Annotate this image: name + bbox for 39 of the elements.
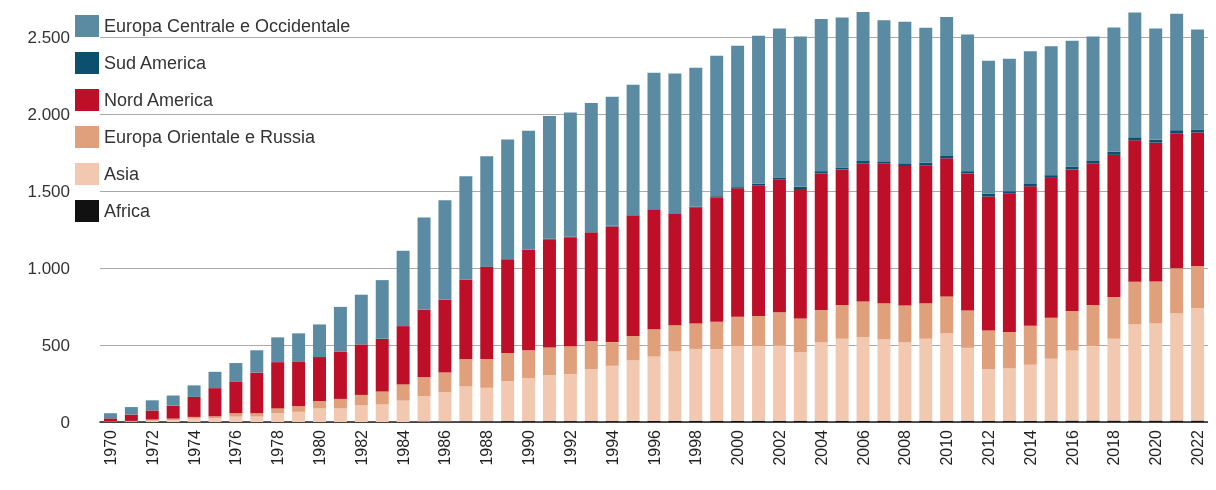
x-tick-label: 1986 <box>436 429 454 466</box>
x-tick-label: 2014 <box>1021 429 1039 466</box>
x-tick-label: 1982 <box>352 429 370 466</box>
x-tick-label: 1992 <box>561 429 579 466</box>
x-tick-label: 1978 <box>269 429 287 466</box>
y-tick-label: 2.500 <box>27 27 70 47</box>
y-tick-label: 0 <box>60 412 70 432</box>
x-tick-label: 1974 <box>185 429 203 466</box>
x-tick-label: 1988 <box>478 429 496 466</box>
x-tick-label: 1984 <box>394 429 412 466</box>
x-tick-label: 2022 <box>1189 429 1207 466</box>
x-tick-label: 2002 <box>770 429 788 466</box>
x-tick-label: 2000 <box>729 429 747 466</box>
x-tick-label: 2018 <box>1105 429 1123 466</box>
x-tick-label: 1994 <box>603 429 621 466</box>
x-tick-label: 1980 <box>311 429 329 466</box>
x-tick-label: 1972 <box>143 429 161 466</box>
y-tick-label: 500 <box>41 335 70 355</box>
legend-label: Asia <box>104 164 140 184</box>
x-tick-label: 2004 <box>812 429 830 466</box>
legend-label: Europa Centrale e Occidentale <box>104 16 351 36</box>
x-tick-label: 1996 <box>645 429 663 466</box>
x-tick-label: 2006 <box>854 429 872 466</box>
legend-label: Sud America <box>104 53 208 73</box>
legend-label: Nord America <box>104 90 215 110</box>
x-tick-label: 2010 <box>938 429 956 466</box>
y-tick-label: 1.500 <box>27 181 70 201</box>
x-tick-label: 1990 <box>520 429 538 466</box>
x-tick-label: 1970 <box>101 429 119 466</box>
x-tick-label: 2020 <box>1147 429 1165 466</box>
y-tick-label: 2.000 <box>27 104 70 124</box>
legend-label: Africa <box>104 201 151 221</box>
y-tick-label: 1.000 <box>27 258 70 278</box>
legend-label: Europa Orientale e Russia <box>104 127 317 147</box>
x-tick-label: 1976 <box>227 429 245 466</box>
x-tick-label: 1998 <box>687 429 705 466</box>
x-tick-label: 2016 <box>1063 429 1081 466</box>
x-tick-label: 2012 <box>979 429 997 466</box>
x-tick-label: 2008 <box>896 429 914 466</box>
